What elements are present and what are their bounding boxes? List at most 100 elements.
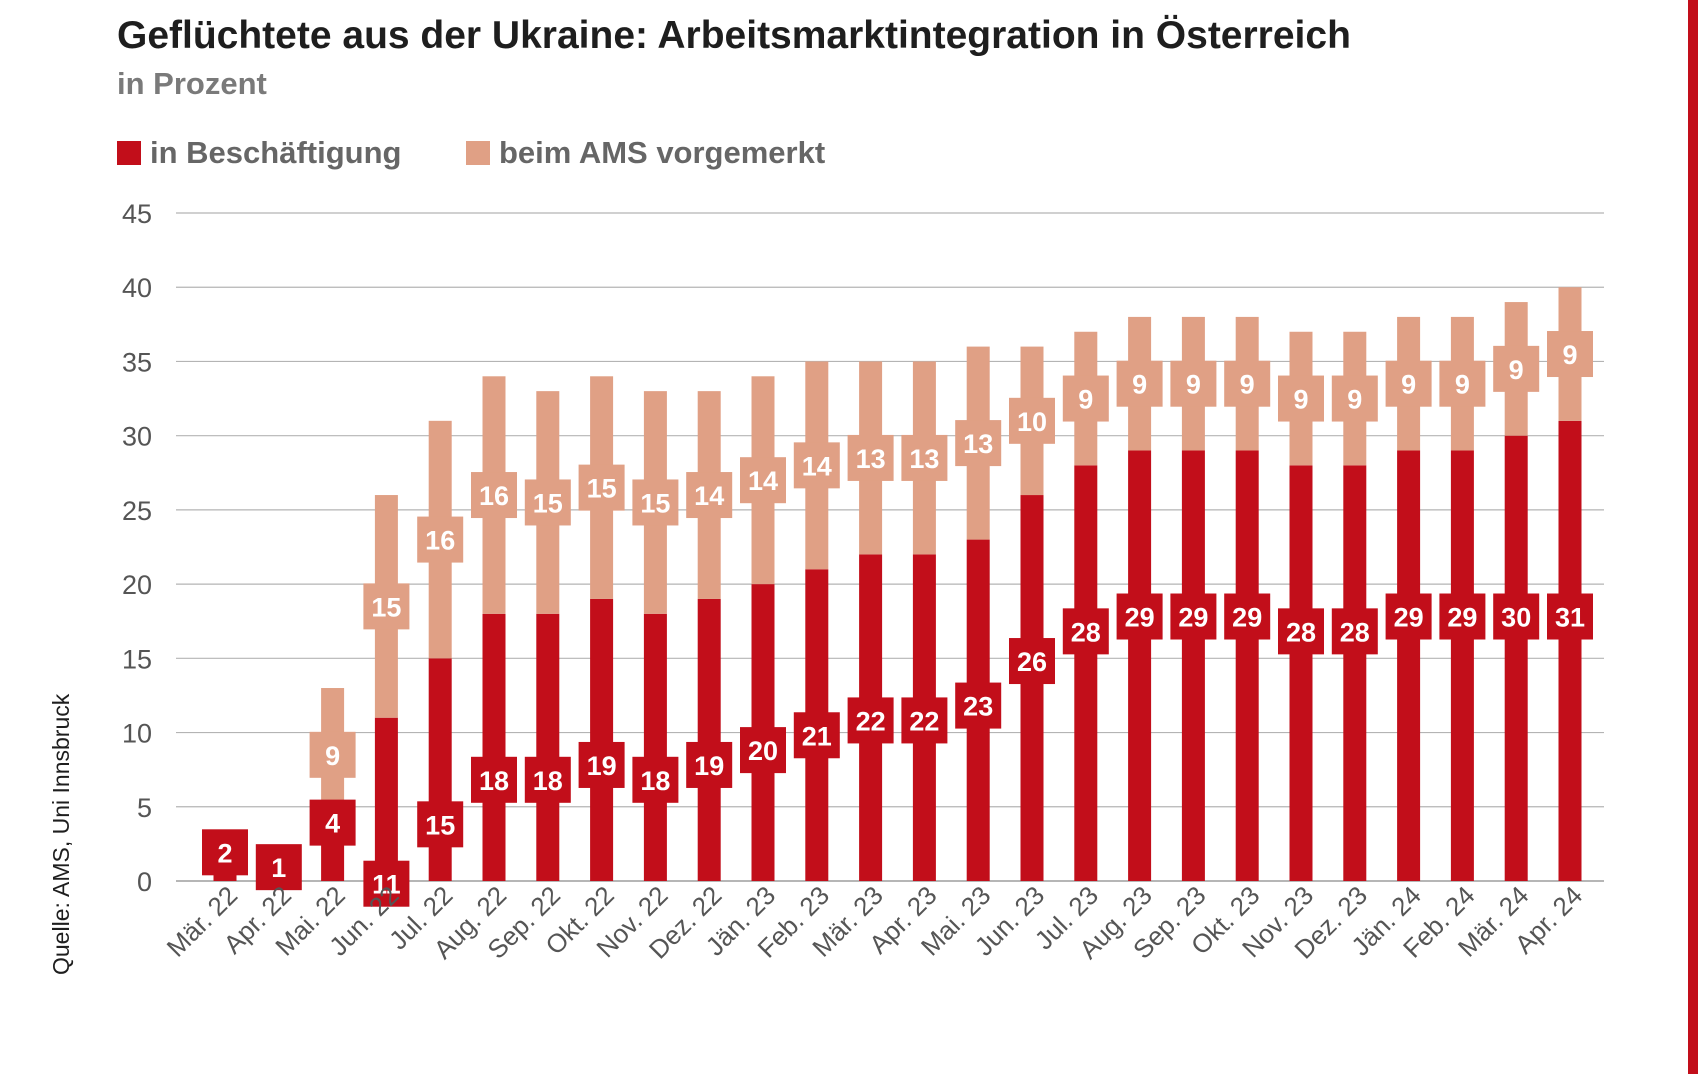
label-box-employment bbox=[417, 801, 464, 848]
label-box-employment bbox=[1547, 593, 1593, 640]
label-ams: 9 bbox=[1078, 385, 1093, 415]
legend-label-ams: beim AMS vorgemerkt bbox=[499, 135, 826, 170]
label-box-ams bbox=[363, 583, 410, 630]
label-box-employment bbox=[524, 756, 571, 803]
bar-employment bbox=[1235, 450, 1259, 881]
label-employment: 30 bbox=[1501, 603, 1531, 633]
label-box-ams bbox=[847, 434, 894, 481]
label-box-employment bbox=[901, 697, 948, 744]
y-tick-label: 10 bbox=[122, 719, 152, 749]
label-employment: 31 bbox=[1555, 603, 1585, 633]
label-box-ams bbox=[1278, 375, 1324, 422]
bar-employment bbox=[590, 598, 614, 881]
label-employment: 22 bbox=[856, 706, 886, 736]
bar-employment bbox=[482, 613, 506, 881]
label-employment: 29 bbox=[1394, 603, 1424, 633]
label-ams: 14 bbox=[694, 481, 724, 511]
label-box-employment bbox=[1116, 593, 1163, 640]
label-employment: 11 bbox=[372, 870, 401, 900]
label-employment: 22 bbox=[909, 706, 939, 736]
label-ams: 16 bbox=[425, 526, 455, 556]
label-box-employment bbox=[363, 860, 410, 907]
label-ams: 15 bbox=[371, 592, 401, 622]
y-tick-label: 25 bbox=[122, 496, 152, 526]
legend-swatch-employment bbox=[117, 141, 141, 165]
label-box-employment bbox=[1278, 608, 1324, 655]
label-box-ams bbox=[1547, 331, 1593, 378]
chart-subtitle: in Prozent bbox=[117, 66, 267, 101]
bar-employment bbox=[1558, 420, 1582, 881]
label-ams: 9 bbox=[325, 741, 340, 771]
label-ams: 9 bbox=[1347, 385, 1362, 415]
label-box-ams bbox=[471, 472, 517, 519]
legend-swatch-ams bbox=[466, 141, 490, 165]
label-box-ams bbox=[1062, 375, 1109, 422]
label-ams: 10 bbox=[1017, 407, 1047, 437]
label-ams: 9 bbox=[1240, 370, 1255, 400]
label-employment: 28 bbox=[1340, 617, 1370, 647]
label-box-ams bbox=[1224, 360, 1271, 407]
label-ams: 16 bbox=[479, 481, 509, 511]
label-box-ams bbox=[740, 457, 786, 504]
y-tick-label: 15 bbox=[122, 644, 152, 674]
label-box-ams bbox=[632, 479, 679, 526]
label-box-ams bbox=[1116, 360, 1163, 407]
label-box-ams bbox=[1331, 375, 1378, 422]
label-box-ams bbox=[955, 420, 1002, 467]
y-tick-label: 45 bbox=[122, 199, 152, 229]
label-box-ams bbox=[1170, 360, 1217, 407]
label-box-ams bbox=[1009, 397, 1055, 444]
label-box-employment bbox=[578, 741, 625, 788]
label-ams: 14 bbox=[802, 451, 832, 481]
source-note: Quelle: AMS, Uni Innsbruck bbox=[48, 693, 74, 975]
bar-employment bbox=[1450, 450, 1474, 881]
y-tick-label: 20 bbox=[122, 570, 152, 600]
label-ams: 14 bbox=[748, 466, 778, 496]
label-box-employment bbox=[309, 799, 356, 846]
label-box-employment bbox=[1439, 593, 1486, 640]
bar-employment bbox=[697, 598, 721, 881]
label-employment: 28 bbox=[1071, 617, 1101, 647]
label-box-ams bbox=[793, 442, 840, 489]
bar-employment bbox=[1020, 495, 1044, 881]
legend-item-employment: in Beschäftigung bbox=[117, 135, 401, 171]
label-box-employment bbox=[1385, 593, 1432, 640]
label-box-employment bbox=[793, 712, 840, 759]
label-box-ams bbox=[1439, 360, 1486, 407]
label-employment: 1 bbox=[271, 853, 286, 883]
label-box-employment bbox=[1224, 593, 1271, 640]
bar-employment bbox=[374, 717, 398, 881]
label-box-ams bbox=[417, 516, 464, 563]
label-box-employment bbox=[202, 829, 248, 876]
bar-employment bbox=[643, 613, 667, 881]
label-employment: 18 bbox=[640, 766, 670, 796]
label-ams: 9 bbox=[1293, 385, 1308, 415]
label-ams: 9 bbox=[1401, 370, 1416, 400]
label-ams: 13 bbox=[856, 444, 886, 474]
label-box-ams bbox=[686, 472, 733, 519]
label-box-employment bbox=[1170, 593, 1217, 640]
y-tick-label: 35 bbox=[122, 347, 152, 377]
y-tick-label: 0 bbox=[137, 867, 152, 897]
label-ams: 9 bbox=[1509, 355, 1524, 385]
y-tick-label: 40 bbox=[122, 273, 152, 303]
legend-item-ams: beim AMS vorgemerkt bbox=[466, 135, 825, 171]
label-employment: 2 bbox=[217, 838, 232, 868]
label-ams: 9 bbox=[1186, 370, 1201, 400]
label-employment: 19 bbox=[694, 751, 724, 781]
label-employment: 29 bbox=[1178, 603, 1208, 633]
legend-label-employment: in Beschäftigung bbox=[150, 135, 402, 170]
bar-employment bbox=[1181, 450, 1205, 881]
bar-employment bbox=[1504, 435, 1528, 881]
bar-employment bbox=[428, 658, 452, 881]
label-box-ams bbox=[901, 434, 948, 481]
label-employment: 29 bbox=[1232, 603, 1262, 633]
label-employment: 15 bbox=[425, 810, 455, 840]
label-box-ams bbox=[524, 479, 571, 526]
label-ams: 15 bbox=[587, 474, 617, 504]
label-employment: 18 bbox=[533, 766, 563, 796]
label-box-employment bbox=[632, 756, 679, 803]
y-tick-label: 5 bbox=[137, 793, 152, 823]
label-employment: 18 bbox=[479, 766, 509, 796]
label-box-employment bbox=[847, 697, 894, 744]
